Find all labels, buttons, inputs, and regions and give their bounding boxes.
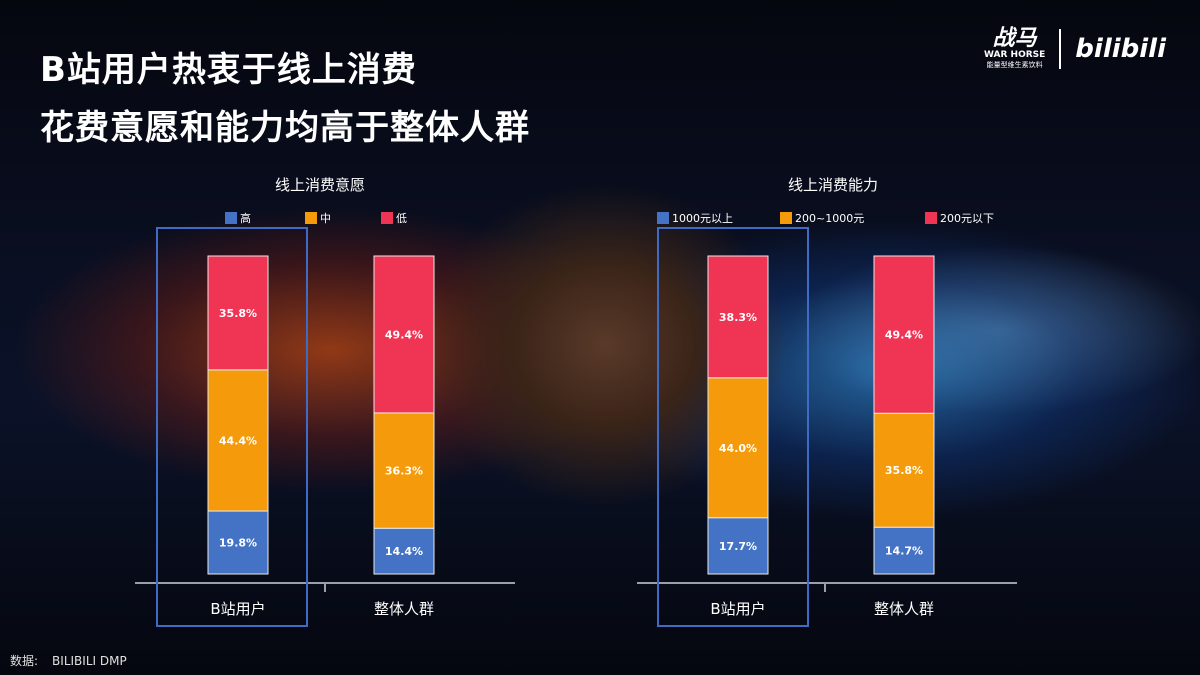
data-source: 数据: BILIBILI DMP (10, 652, 127, 669)
warhorse-subtitle: 能量型维生素饮料 (986, 61, 1043, 69)
bar-segment (207, 255, 269, 371)
category-label: B站用户 (210, 600, 265, 618)
data-label: 35.8% (219, 307, 257, 320)
legend-swatch (780, 212, 792, 224)
data-source-label: 数据: (10, 654, 39, 668)
category-label: 整体人群 (374, 600, 434, 618)
data-label: 19.8% (219, 537, 257, 550)
legend-label: 1000元以上 (672, 212, 733, 225)
legend-swatch (381, 212, 393, 224)
data-label: 36.3% (385, 465, 423, 478)
chart-title: 线上消费能力 (788, 176, 878, 194)
warhorse-text: WAR HORSE (984, 50, 1046, 60)
bar-segment (373, 527, 435, 575)
bar-segment (373, 412, 435, 529)
legend-label: 200~1000元 (795, 212, 864, 225)
data-label: 44.4% (219, 434, 257, 447)
legend-swatch (657, 212, 669, 224)
bar-segment (373, 255, 435, 414)
bar-segment (873, 412, 935, 528)
bilibili-logo: bilibili (1075, 34, 1166, 64)
warhorse-mark: 战马 (992, 26, 1037, 51)
data-label: 38.3% (719, 311, 757, 324)
bar-segment (873, 526, 935, 575)
data-label: 49.4% (385, 328, 423, 341)
logo-divider (1059, 29, 1062, 69)
data-label: 17.7% (719, 540, 757, 553)
highlight-box (156, 227, 308, 627)
brand-logos: 战马 WAR HORSE 能量型维生素饮料 bilibili (984, 28, 1166, 70)
bar-segment (707, 255, 769, 379)
data-label: 14.7% (885, 545, 923, 558)
page-title-line2: 花费意愿和能力均高于整体人群 (40, 108, 530, 148)
bar-segment (207, 510, 269, 575)
warhorse-logo: 战马 WAR HORSE 能量型维生素饮料 (984, 28, 1045, 70)
legend-label: 高 (240, 211, 251, 225)
data-source-value: BILIBILI DMP (52, 654, 127, 668)
data-label: 35.8% (885, 464, 923, 477)
chart-title: 线上消费意愿 (275, 176, 365, 194)
data-label: 14.4% (385, 545, 423, 558)
legend-swatch (925, 212, 937, 224)
page-title-line1: B站用户热衷于线上消费 (40, 50, 417, 90)
legend-swatch (225, 212, 237, 224)
highlight-box (657, 227, 809, 627)
legend-label: 200元以下 (940, 212, 994, 225)
bar-segment (207, 369, 269, 512)
legend-label: 中 (320, 212, 331, 225)
legend-swatch (305, 212, 317, 224)
bar-segment (707, 377, 769, 519)
data-label: 44.0% (719, 442, 757, 455)
data-label: 49.4% (885, 329, 923, 342)
bar-segment (873, 255, 935, 414)
category-label: 整体人群 (874, 600, 934, 618)
legend-label: 低 (396, 212, 407, 225)
category-label: B站用户 (710, 600, 765, 618)
